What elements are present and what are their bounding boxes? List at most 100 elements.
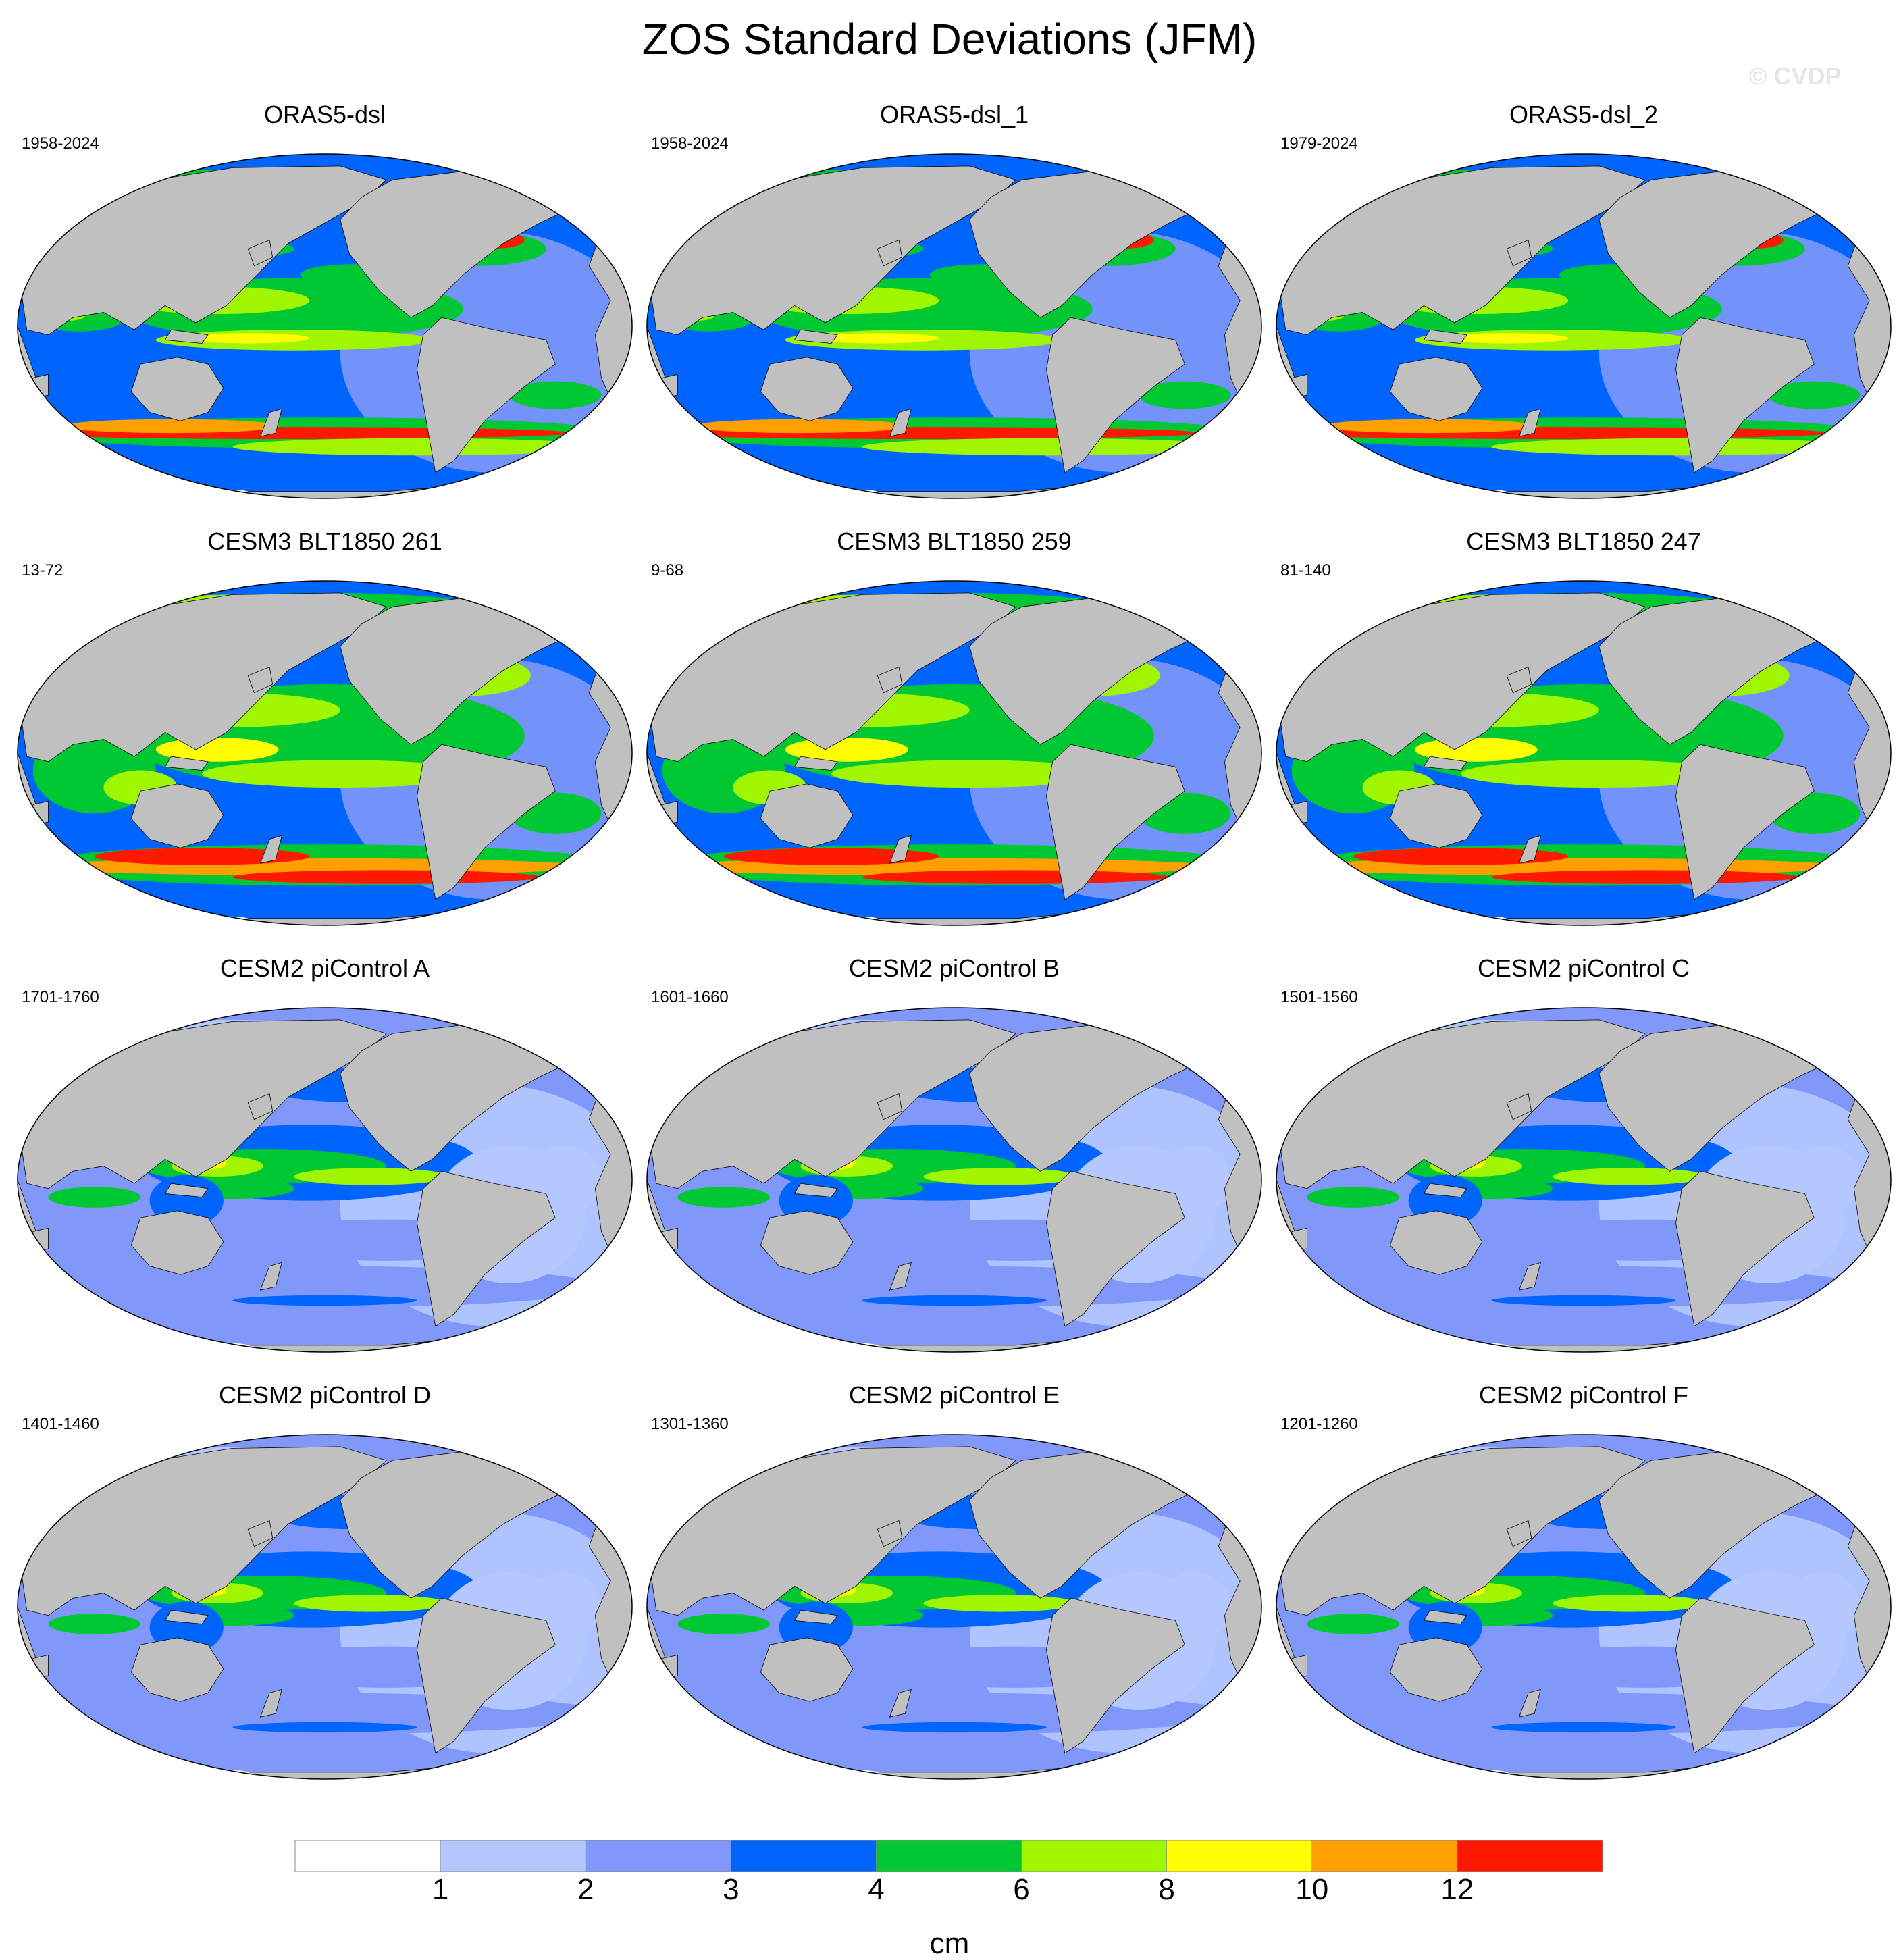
land-japan bbox=[877, 1520, 903, 1547]
land-madagascar bbox=[662, 800, 678, 826]
land-nz bbox=[889, 408, 912, 437]
variance-band bbox=[862, 1722, 1047, 1733]
panel-period: 1501-1560 bbox=[1280, 988, 1358, 1006]
variance-band bbox=[862, 870, 1170, 884]
variance-band bbox=[923, 1168, 1077, 1185]
land-japan bbox=[1506, 1093, 1532, 1120]
colorbar-tick-label: 8 bbox=[1158, 1873, 1175, 1906]
land-australia bbox=[1389, 1210, 1483, 1275]
land-samerica bbox=[417, 1170, 556, 1327]
world-map bbox=[1276, 153, 1892, 499]
map-panel: CESM2 piControl B 1601-1660 bbox=[640, 954, 1268, 1379]
map-outline bbox=[17, 153, 633, 499]
land-samerica bbox=[417, 744, 556, 900]
land-australia bbox=[130, 357, 224, 421]
variance-band bbox=[831, 760, 1108, 788]
land-indonesia1 bbox=[794, 1183, 838, 1197]
map-outline bbox=[17, 1007, 633, 1353]
variance-band bbox=[232, 1295, 417, 1306]
variance-band bbox=[1491, 1295, 1676, 1306]
variance-band bbox=[48, 1614, 140, 1634]
variance-band bbox=[677, 1614, 770, 1634]
panel-period: 13-72 bbox=[22, 561, 63, 579]
map-panel: CESM2 piControl A 1701-1760 bbox=[11, 954, 639, 1379]
ice-patch bbox=[1471, 1770, 1512, 1779]
variance-band bbox=[48, 1187, 140, 1208]
land-samerica bbox=[1046, 1170, 1185, 1327]
land-australia bbox=[1389, 1637, 1483, 1702]
figure-title: ZOS Standard Deviations (JFM) bbox=[642, 15, 1257, 63]
land-madagascar bbox=[1291, 373, 1307, 399]
land-japan bbox=[877, 1093, 903, 1120]
land-samerica bbox=[1046, 317, 1185, 473]
land-japan bbox=[877, 239, 903, 267]
land-nz bbox=[259, 835, 282, 864]
map-panel: CESM2 piControl E 1301-1360 bbox=[640, 1381, 1268, 1806]
variance-band bbox=[1445, 333, 1569, 344]
ice-patch bbox=[212, 1770, 253, 1779]
variance-band bbox=[1307, 1187, 1399, 1208]
variance-band bbox=[509, 381, 602, 409]
land-madagascar bbox=[1291, 1227, 1307, 1253]
colorbar-tick-label: 2 bbox=[577, 1873, 594, 1906]
land-samerica bbox=[1675, 744, 1815, 900]
land-australia bbox=[760, 783, 854, 848]
land-samerica bbox=[1046, 1597, 1185, 1754]
land-samerica bbox=[417, 1597, 556, 1754]
panel-title: CESM3 BLT1850 261 bbox=[207, 527, 442, 555]
world-map bbox=[1276, 580, 1892, 926]
variance-band bbox=[693, 419, 908, 434]
panel-period: 1958-2024 bbox=[22, 134, 99, 153]
colorbar-bin bbox=[731, 1840, 877, 1872]
variance-band bbox=[1491, 870, 1799, 884]
ice-patch bbox=[1471, 489, 1512, 498]
variance-band bbox=[862, 1295, 1047, 1306]
land-indonesia1 bbox=[1423, 756, 1467, 771]
land-nz bbox=[1518, 835, 1541, 864]
world-map bbox=[17, 1434, 633, 1780]
panel-period: 1958-2024 bbox=[651, 134, 729, 153]
land-nz bbox=[1518, 1688, 1541, 1718]
colorbar-bin bbox=[1166, 1840, 1313, 1872]
variance-band bbox=[1322, 419, 1538, 434]
variance-band bbox=[1353, 848, 1569, 865]
panel-title: CESM2 piControl E bbox=[848, 1381, 1060, 1409]
land-nz bbox=[889, 1688, 912, 1718]
ice-patch bbox=[841, 489, 883, 498]
land-nz bbox=[259, 1688, 282, 1718]
variance-band bbox=[63, 419, 279, 434]
ice-patch bbox=[1471, 916, 1512, 925]
map-outline bbox=[646, 153, 1262, 499]
land-indonesia1 bbox=[794, 756, 838, 771]
land-samerica bbox=[1675, 1597, 1815, 1754]
variance-band bbox=[94, 848, 310, 865]
world-map bbox=[17, 1007, 633, 1353]
land-japan bbox=[247, 1093, 274, 1120]
land-indonesia1 bbox=[164, 329, 209, 344]
variance-band bbox=[202, 760, 479, 788]
panel-title: ORAS5-dsl_1 bbox=[879, 101, 1029, 128]
land-japan bbox=[247, 666, 274, 694]
land-samerica bbox=[1046, 744, 1185, 900]
land-japan bbox=[1506, 666, 1532, 694]
variance-band bbox=[294, 1595, 448, 1612]
panel-period: 1401-1460 bbox=[22, 1415, 99, 1433]
variance-band bbox=[1307, 1614, 1399, 1634]
land-nz bbox=[889, 1262, 912, 1291]
panel-title: CESM3 BLT1850 259 bbox=[837, 527, 1072, 555]
land-japan bbox=[877, 666, 903, 694]
panel-title: CESM2 piControl D bbox=[218, 1381, 432, 1409]
land-madagascar bbox=[662, 373, 678, 399]
land-indonesia1 bbox=[794, 329, 838, 344]
ice-patch bbox=[212, 1343, 253, 1352]
land-indonesia1 bbox=[1423, 329, 1467, 344]
variance-band bbox=[186, 333, 310, 344]
colorbar-tick-label: 6 bbox=[1013, 1873, 1030, 1906]
land-japan bbox=[1506, 1520, 1532, 1547]
variance-band bbox=[1491, 438, 1861, 456]
land-madagascar bbox=[1291, 800, 1307, 826]
land-madagascar bbox=[662, 1227, 678, 1253]
panel-title: CESM2 piControl A bbox=[219, 954, 430, 982]
map-panel: CESM2 piControl F 1201-1260 bbox=[1270, 1381, 1898, 1806]
world-map bbox=[646, 153, 1262, 499]
